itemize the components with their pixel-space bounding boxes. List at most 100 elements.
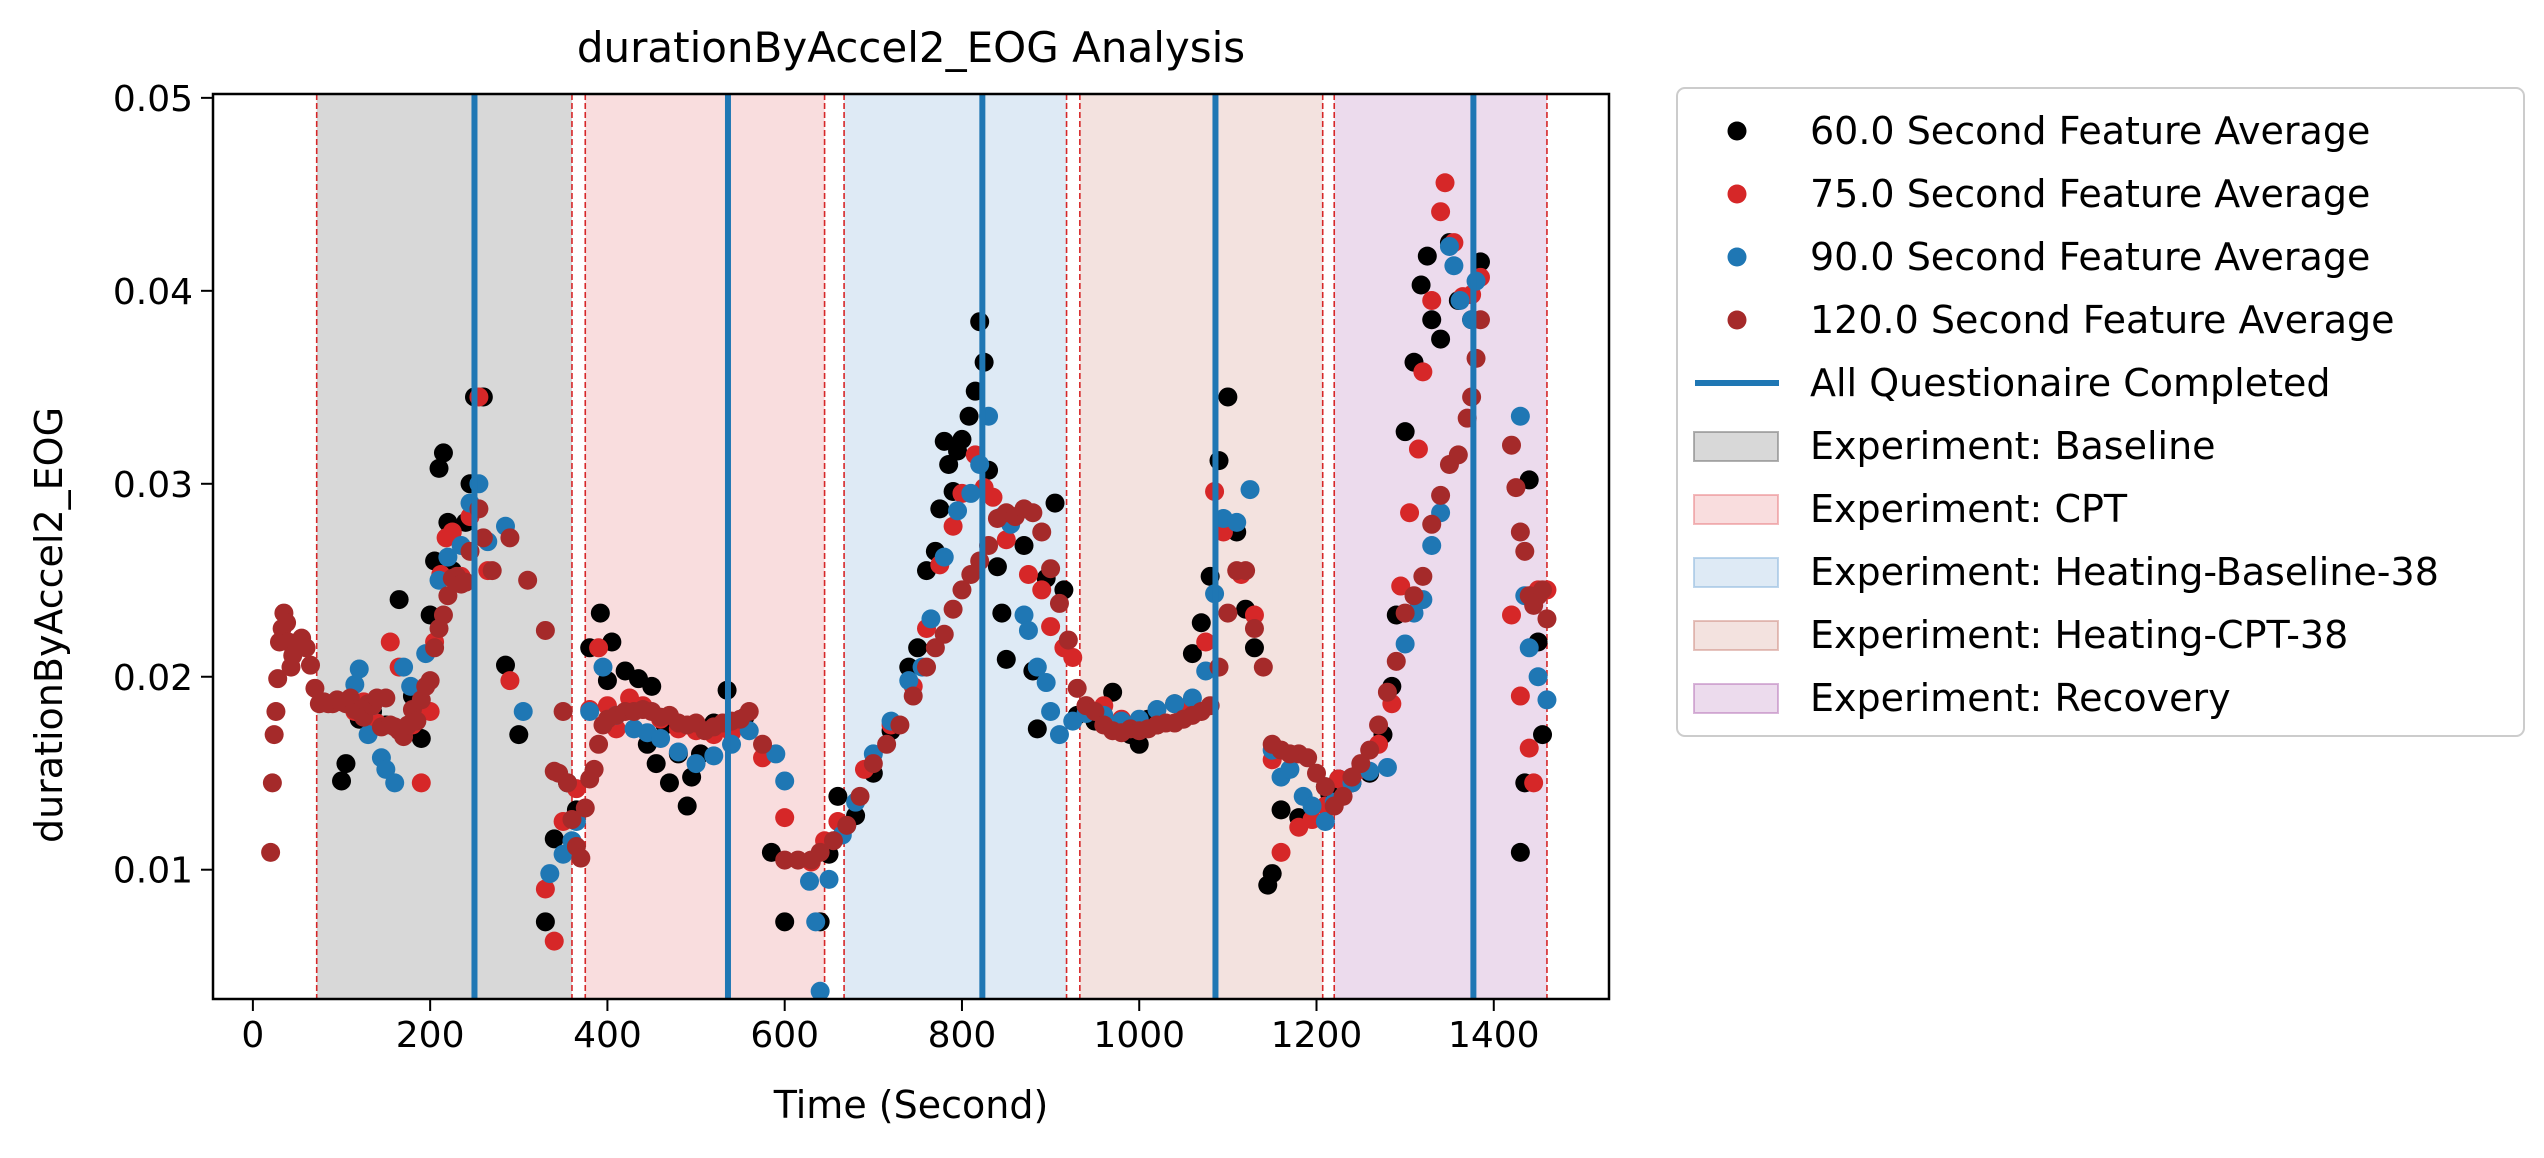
point-series2-46 <box>934 547 954 567</box>
point-series2-88 <box>1444 256 1464 276</box>
point-series0-10 <box>429 458 449 478</box>
point-series2-33 <box>766 744 786 764</box>
point-series0-108 <box>1431 329 1451 349</box>
point-series3-54 <box>482 561 502 581</box>
point-series0-83 <box>1182 644 1202 664</box>
point-series3-92 <box>823 831 843 851</box>
point-series3-104 <box>961 564 981 584</box>
legend: 60.0 Second Feature Average 75.0 Second F… <box>1676 87 2525 737</box>
point-series3-153 <box>1395 603 1415 623</box>
point-series2-6 <box>385 773 405 793</box>
point-series1-48 <box>1018 564 1038 584</box>
x-tick-label-1: 200 <box>396 1015 465 1056</box>
legend-label-patch-4: Experiment: Recovery <box>1810 676 2231 720</box>
point-series2-96 <box>1537 690 1557 710</box>
point-series1-17 <box>535 879 555 899</box>
point-series0-34 <box>659 773 679 793</box>
point-series2-54 <box>1018 620 1038 640</box>
x-tick-label-3: 600 <box>750 1015 819 1056</box>
point-series0-90 <box>1244 638 1264 658</box>
point-series0-69 <box>1014 536 1034 556</box>
plot-area: 0 200 400 600 800 1000 1200 1400 0.01 0.02 0.03 0.0… <box>113 79 1611 1056</box>
point-series0-113 <box>1510 842 1530 862</box>
point-series2-87 <box>1439 236 1459 256</box>
point-series3-101 <box>934 624 954 644</box>
point-series0-92 <box>1262 864 1282 884</box>
point-series3-1 <box>262 773 282 793</box>
point-series2-55 <box>1027 657 1047 677</box>
point-series2-56 <box>1036 673 1056 693</box>
point-series2-8 <box>401 676 421 696</box>
point-series0-11 <box>433 443 453 463</box>
point-series2-53 <box>1014 605 1034 625</box>
point-series3-46 <box>438 586 458 606</box>
point-series1-87 <box>1524 773 1544 793</box>
point-series1-77 <box>1422 290 1442 310</box>
point-series2-76 <box>1302 796 1322 816</box>
point-series2-23 <box>593 657 613 677</box>
point-series3-151 <box>1377 682 1397 702</box>
legend-label-marker-0: 60.0 Second Feature Average <box>1810 109 2370 153</box>
legend-marker-0 <box>1727 121 1747 141</box>
point-series2-30 <box>704 746 724 766</box>
point-series2-18 <box>540 864 560 884</box>
point-series3-152 <box>1386 651 1406 671</box>
point-series3-150 <box>1369 715 1389 735</box>
point-series2-82 <box>1395 634 1415 654</box>
point-series3-143 <box>1307 763 1327 783</box>
point-series0-57 <box>939 454 959 474</box>
y-tick-label-0: 0.01 <box>113 851 193 892</box>
point-series1-61 <box>1213 522 1233 542</box>
point-series3-65 <box>575 798 595 818</box>
point-series1-63 <box>1244 605 1264 625</box>
point-series3-15 <box>300 655 320 675</box>
point-series1-16 <box>500 671 520 691</box>
point-series0-66 <box>987 557 1007 577</box>
point-series3-171 <box>1533 580 1553 600</box>
point-series0-52 <box>908 638 928 658</box>
point-series2-57 <box>1041 701 1061 721</box>
point-series0-87 <box>1218 387 1238 407</box>
legend-marker-2 <box>1727 247 1747 267</box>
point-series2-17 <box>513 701 533 721</box>
point-series2-48 <box>961 483 981 503</box>
point-series2-11 <box>438 547 458 567</box>
point-series0-67 <box>992 603 1012 623</box>
point-series2-95 <box>1528 667 1548 687</box>
point-series0-21 <box>544 829 564 849</box>
point-series3-0 <box>261 842 281 862</box>
point-series0-1 <box>336 754 356 774</box>
point-series3-64 <box>571 848 591 868</box>
point-series0-46 <box>828 786 848 806</box>
point-series2-64 <box>1147 700 1167 720</box>
point-series3-135 <box>1236 561 1256 581</box>
legend-patch-2 <box>1693 557 1779 588</box>
point-series2-92 <box>1510 406 1530 426</box>
y-tick-label-1: 0.02 <box>113 658 193 699</box>
point-series2-77 <box>1315 811 1335 831</box>
point-series1-65 <box>1271 842 1291 862</box>
point-series3-172 <box>1537 609 1557 629</box>
point-series3-149 <box>1360 740 1380 760</box>
point-series2-5 <box>376 759 396 779</box>
point-series1-79 <box>1435 173 1455 193</box>
y-tick-label-2: 0.03 <box>113 465 193 506</box>
point-series1-47 <box>996 530 1016 550</box>
point-series3-87 <box>753 734 773 754</box>
point-series3-164 <box>1502 435 1522 455</box>
point-series2-27 <box>651 728 671 748</box>
point-series3-43 <box>425 638 445 658</box>
point-series2-43 <box>899 671 919 691</box>
point-series3-16 <box>305 678 325 698</box>
point-series1-74 <box>1400 503 1420 523</box>
point-series2-81 <box>1377 757 1397 777</box>
point-series0-5 <box>389 590 409 610</box>
point-series3-67 <box>584 759 604 779</box>
x-tick-label-2: 400 <box>573 1015 642 1056</box>
point-series1-84 <box>1502 605 1522 625</box>
point-series2-71 <box>1240 480 1260 500</box>
point-series1-22 <box>589 638 609 658</box>
point-series3-55 <box>500 528 520 548</box>
point-series2-31 <box>722 734 742 754</box>
point-series2-22 <box>580 701 600 721</box>
